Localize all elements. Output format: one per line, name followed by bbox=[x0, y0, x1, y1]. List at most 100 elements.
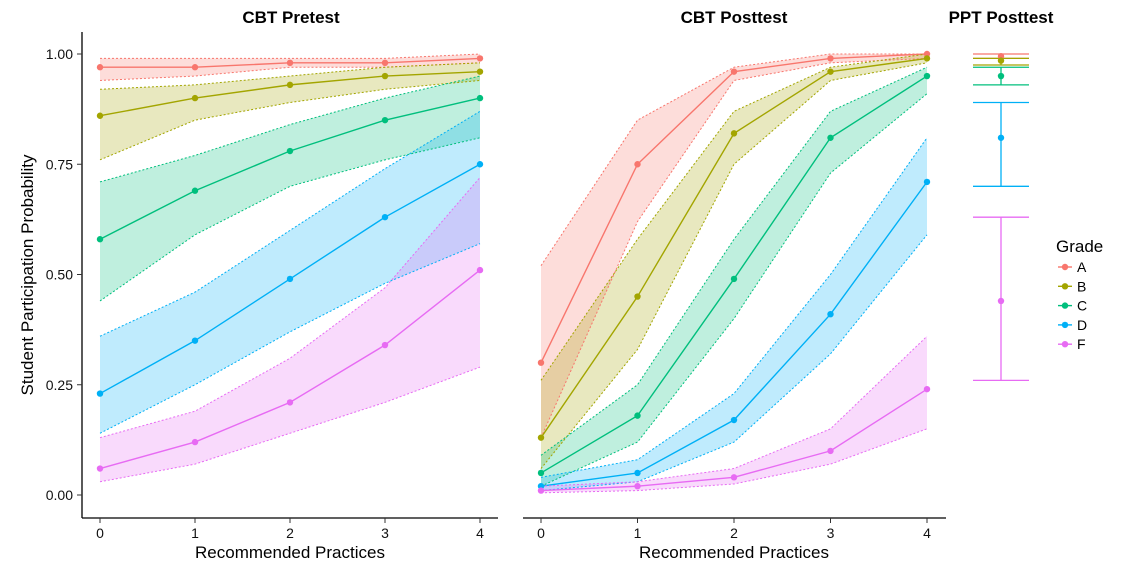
legend-key-point bbox=[1061, 283, 1069, 290]
data-point-b bbox=[923, 55, 931, 62]
data-point-d bbox=[537, 482, 545, 490]
data-point-d bbox=[827, 310, 834, 318]
data-point-c bbox=[730, 275, 738, 283]
data-point-f bbox=[730, 474, 738, 481]
data-point-c bbox=[476, 94, 484, 102]
data-point-f bbox=[476, 266, 484, 274]
legend-key-point bbox=[1061, 341, 1069, 348]
x-tick-label: 2 bbox=[730, 525, 738, 541]
data-point-b bbox=[476, 68, 484, 75]
data-point-a bbox=[476, 55, 484, 62]
data-point-a bbox=[381, 59, 389, 67]
errorbar-point-d bbox=[997, 134, 1005, 141]
lower-bound-line-f bbox=[99, 366, 481, 483]
x-tick-label: 4 bbox=[476, 525, 484, 541]
data-point-d bbox=[191, 337, 199, 344]
legend-label: B bbox=[1077, 278, 1086, 294]
confidence-band-c bbox=[100, 76, 480, 301]
data-point-c bbox=[286, 147, 294, 155]
x-tick-label: 4 bbox=[923, 525, 931, 541]
confidence-bands bbox=[100, 54, 927, 493]
data-point-d bbox=[923, 178, 931, 186]
legend-label: C bbox=[1077, 298, 1087, 314]
x-tick-label: 3 bbox=[381, 525, 389, 541]
upper-bound-line-a bbox=[100, 53, 481, 59]
upper-bound-line-a bbox=[540, 53, 927, 266]
upper-bound-line-c bbox=[540, 66, 928, 456]
legend-item-b: B bbox=[1058, 278, 1086, 294]
lower-bound-line-a bbox=[540, 57, 928, 438]
data-point-b bbox=[286, 81, 294, 89]
data-points bbox=[96, 50, 1005, 494]
data-point-c bbox=[191, 187, 199, 194]
x-tick-label: 3 bbox=[827, 525, 835, 541]
data-point-f bbox=[286, 399, 294, 406]
panel-title: CBT Pretest bbox=[242, 8, 340, 27]
confidence-band-d bbox=[100, 111, 480, 434]
x-axis-title: Recommended Practices bbox=[195, 543, 385, 562]
data-point-a bbox=[634, 161, 641, 168]
upper-bound-line-b bbox=[540, 53, 928, 381]
data-point-b bbox=[96, 112, 104, 119]
lower-bound-line-d bbox=[99, 243, 481, 434]
lower-bound-line-f bbox=[540, 428, 928, 494]
x-axis-title: Recommended Practices bbox=[639, 543, 829, 562]
data-point-f bbox=[537, 487, 545, 494]
errorbar-point-f bbox=[997, 297, 1005, 305]
upper-bound-line-b bbox=[99, 62, 481, 90]
legend-key-point bbox=[1061, 321, 1069, 329]
data-point-a bbox=[827, 55, 834, 62]
x-tick-label: 0 bbox=[537, 525, 545, 541]
data-point-a bbox=[537, 359, 545, 366]
confidence-band-a bbox=[541, 54, 927, 438]
legend-item-f: F bbox=[1058, 336, 1086, 352]
chart-text: CBT Pretest CBT Posttest PPT Posttest 0.00 0… bbox=[18, 8, 1054, 562]
legend-item-a: A bbox=[1058, 259, 1087, 275]
upper-bound-line-c bbox=[99, 75, 481, 183]
data-point-b bbox=[730, 130, 738, 137]
data-point-d bbox=[96, 390, 104, 397]
x-tick-label: 0 bbox=[96, 525, 104, 541]
data-point-f bbox=[191, 438, 199, 446]
y-tick-label: 0.50 bbox=[46, 267, 73, 283]
errorbar-point-a bbox=[997, 53, 1005, 60]
data-point-a bbox=[730, 68, 738, 75]
panel-title: CBT Posttest bbox=[681, 8, 788, 27]
upper-bound-line-f bbox=[540, 335, 928, 487]
y-tick-label: 0.25 bbox=[46, 377, 73, 393]
data-point-a bbox=[191, 64, 199, 71]
data-point-b bbox=[537, 434, 545, 441]
data-point-a bbox=[96, 64, 104, 71]
legend-key-point bbox=[1061, 263, 1069, 271]
data-point-d bbox=[730, 416, 738, 424]
data-point-b bbox=[827, 68, 834, 75]
data-point-c bbox=[827, 134, 834, 141]
data-point-c bbox=[634, 412, 641, 419]
data-point-b bbox=[634, 293, 641, 300]
lower-bound-line-b bbox=[99, 79, 481, 161]
y-tick-label: 1.00 bbox=[46, 46, 73, 62]
legend-label: F bbox=[1077, 336, 1086, 352]
legend-item-d: D bbox=[1058, 317, 1087, 333]
data-point-b bbox=[191, 94, 199, 102]
data-point-f bbox=[381, 341, 389, 349]
legend-label: D bbox=[1077, 317, 1087, 333]
data-point-c bbox=[96, 236, 104, 243]
legend-title: Grade bbox=[1056, 237, 1103, 256]
confidence-band-b bbox=[100, 62, 480, 160]
data-point-c bbox=[537, 469, 545, 477]
lower-bound-line-c bbox=[99, 137, 481, 302]
data-point-d bbox=[634, 469, 641, 477]
axes bbox=[77, 32, 946, 523]
upper-bound-line-d bbox=[540, 137, 928, 478]
y-tick-label: 0.00 bbox=[46, 487, 73, 503]
lower-bound-line-d bbox=[540, 234, 928, 492]
data-point-d bbox=[286, 275, 294, 283]
data-point-d bbox=[476, 161, 484, 168]
data-point-f bbox=[96, 465, 104, 472]
data-point-f bbox=[923, 385, 931, 393]
x-tick-label: 1 bbox=[634, 525, 642, 541]
x-tick-label: 2 bbox=[286, 525, 294, 541]
